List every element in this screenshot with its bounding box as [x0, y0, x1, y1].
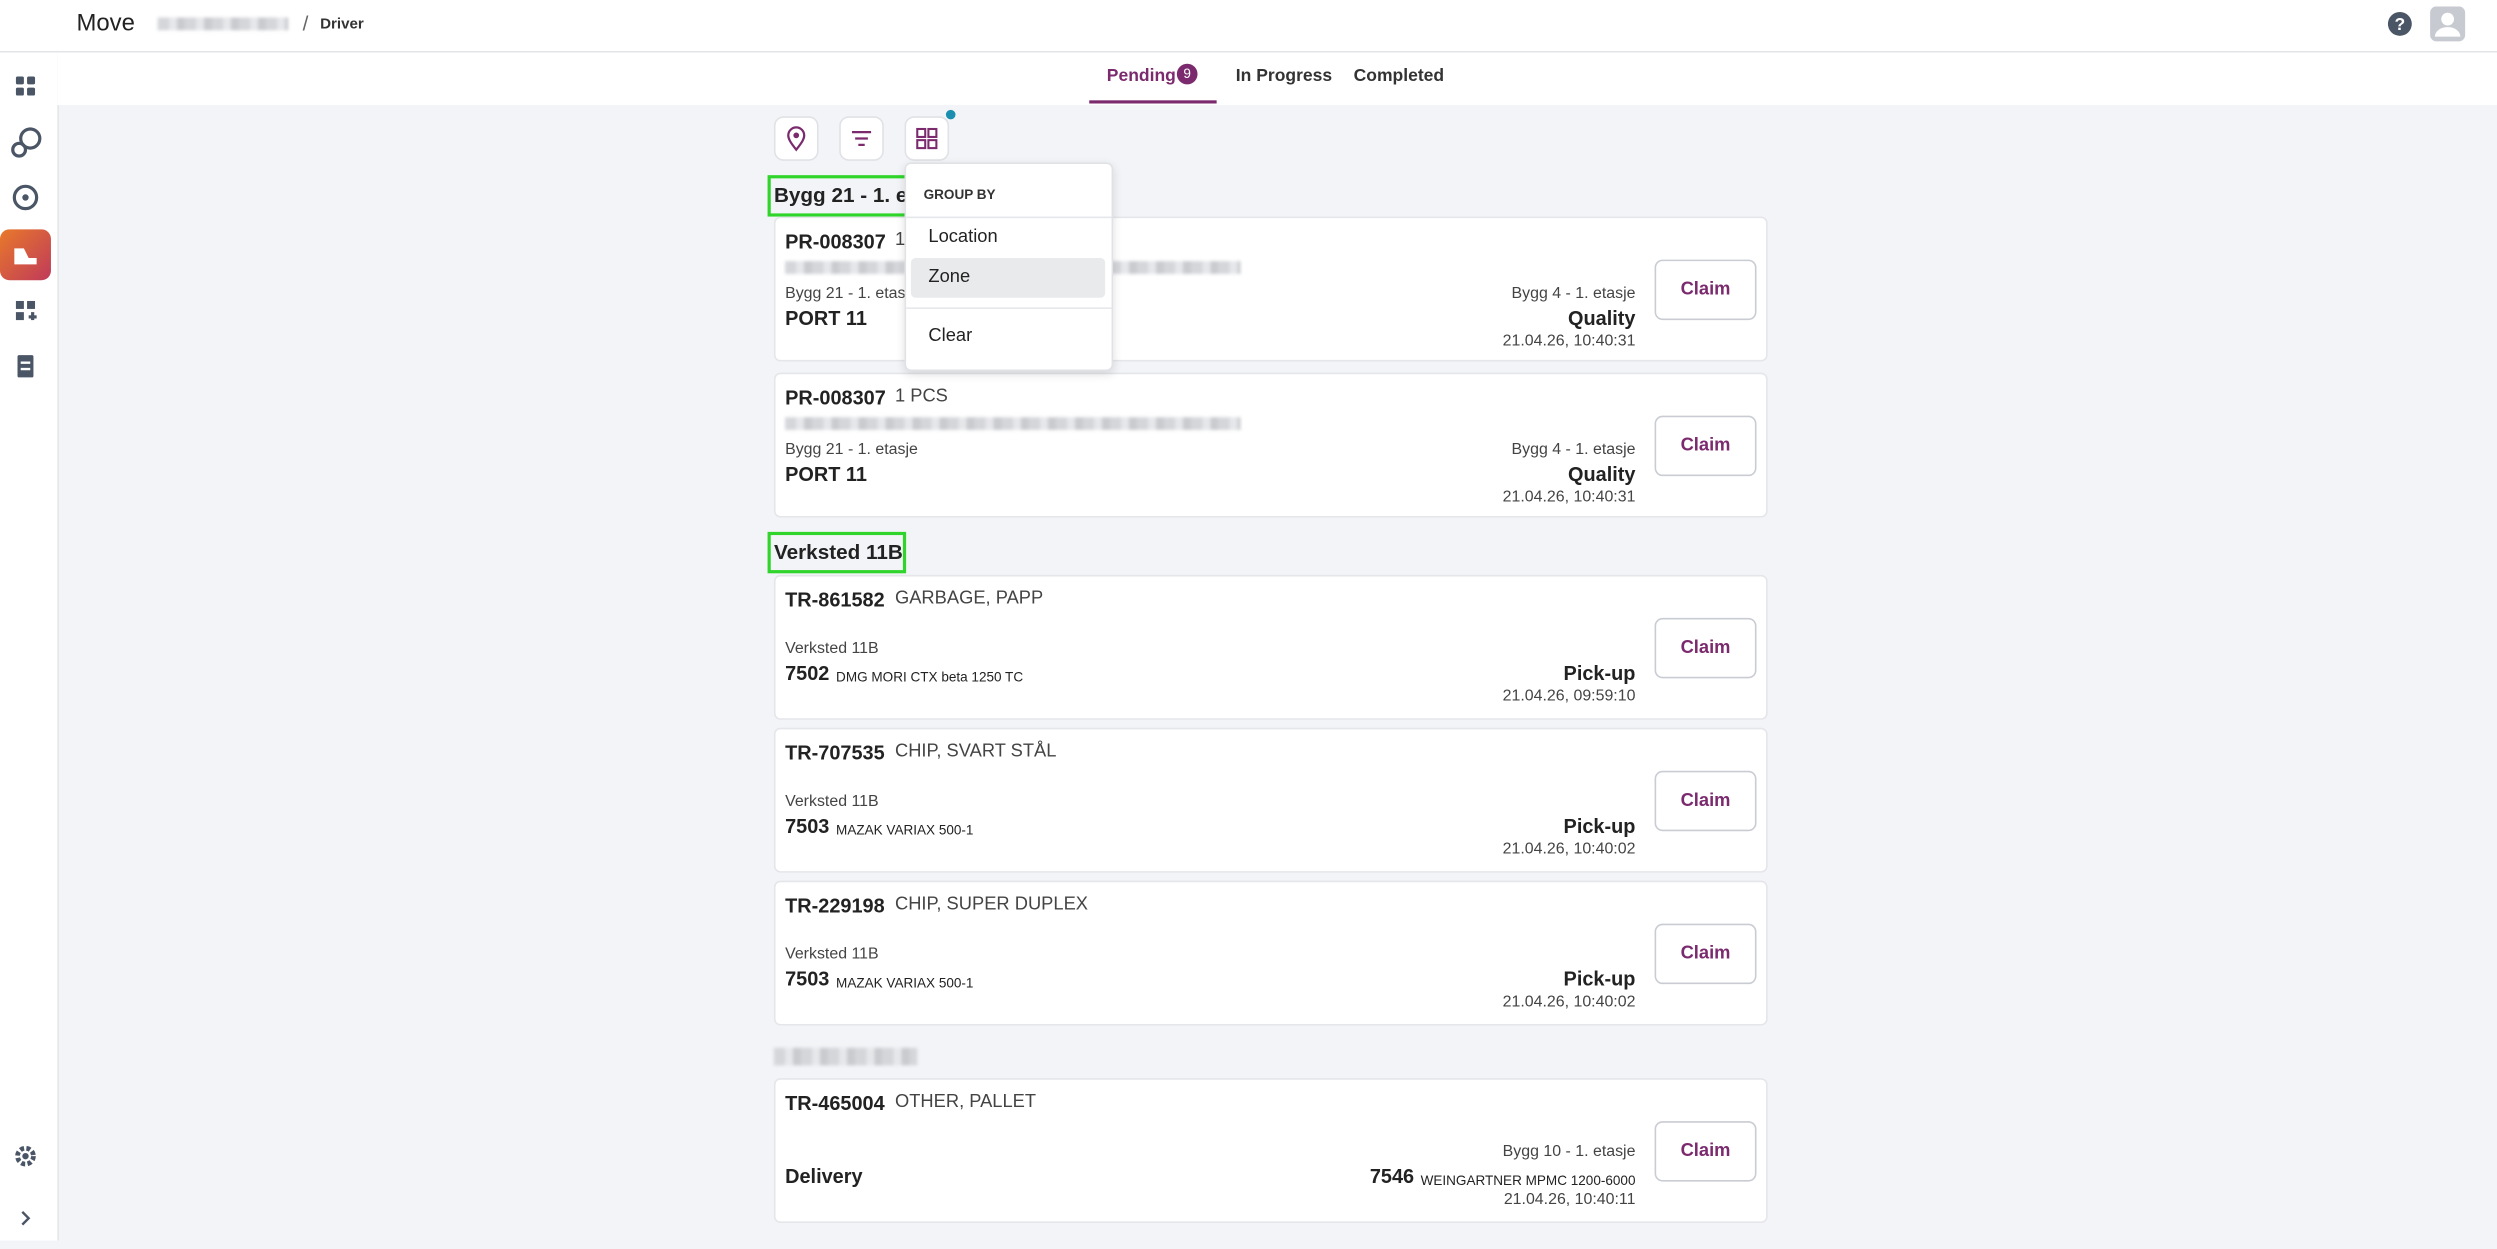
tab-bar [57, 52, 2497, 106]
to-place: Quality [1567, 463, 1636, 486]
timestamp: 21.04.26, 10:40:02 [1502, 840, 1636, 859]
claim-button[interactable]: Claim [1654, 1121, 1757, 1182]
divider [906, 216, 1112, 219]
menu-option[interactable]: Clear [928, 326, 973, 346]
task-type: CHIP, SVART STÅL [894, 742, 1057, 762]
arrow-icon [1199, 1155, 1224, 1171]
task-card[interactable]: TR-707535 CHIP, SVART STÅL Verksted 11B 750… [773, 727, 1768, 873]
to-place: Pick-up [1563, 968, 1636, 991]
location-button[interactable] [773, 116, 819, 161]
task-id: TR-229198 [785, 894, 885, 918]
timestamp: 21.04.26, 10:40:31 [1502, 332, 1636, 351]
task-type: 1 PCS [894, 386, 948, 407]
redacted [157, 17, 289, 31]
arrow-icon [1199, 651, 1224, 667]
from-location: Verksted 11B [785, 793, 879, 811]
from-detail: MAZAK VARIAX 500-1 [836, 974, 974, 991]
warning-icon [1612, 385, 1634, 407]
task-type: CHIP, SUPER DUPLEX [894, 894, 1089, 915]
group-header-redacted [773, 1047, 918, 1066]
claim-button[interactable]: Claim [1654, 415, 1757, 477]
timestamp: 21.04.26, 10:40:02 [1502, 993, 1636, 1012]
from-detail: MAZAK VARIAX 500-1 [836, 821, 974, 838]
tab[interactable]: In Progress [1235, 66, 1333, 86]
from-location: Verksted 11B [785, 640, 879, 658]
timestamp: 21.04.26, 10:40:11 [1503, 1191, 1636, 1209]
task-id: PR-008307 [785, 386, 886, 410]
menu-option[interactable]: Zone [928, 267, 971, 287]
divider [906, 307, 1112, 309]
group-by-menu: GROUP BY Location Zone Clear [904, 162, 1114, 372]
task-type: OTHER, PALLET [894, 1092, 1037, 1112]
to-detail: WEINGARTNER MPMC 1200-6000 [1420, 1172, 1636, 1188]
top-bar [0, 0, 2497, 53]
arrow-icon [1199, 957, 1224, 973]
redacted [785, 417, 1241, 430]
claim-button[interactable]: Claim [1654, 259, 1757, 321]
to-place: 7546 [1369, 1165, 1415, 1188]
task-id: TR-861582 [785, 589, 885, 612]
group-button[interactable] [904, 116, 950, 161]
group-header: Bygg 21 - 1. etasje [767, 175, 913, 217]
to-place: Pick-up [1563, 815, 1636, 838]
group-header: Verksted 11B [767, 531, 907, 574]
from-location: Bygg 21 - 1. etasje [785, 285, 918, 303]
tab-underline [1089, 100, 1217, 104]
task-card[interactable]: TR-861582 GARBAGE, PAPP Verksted 11B 7502 DM… [773, 574, 1768, 720]
tab[interactable]: Pending [1106, 66, 1176, 86]
claim-button[interactable]: Claim [1654, 617, 1757, 679]
menu-highlight [910, 257, 1106, 298]
sidebar [0, 0, 59, 1241]
task-type: GARBAGE, PAPP [894, 589, 1044, 609]
to-place: Pick-up [1563, 662, 1636, 685]
warning-icon [1612, 229, 1634, 251]
breadcrumb-separator: / [302, 11, 309, 36]
menu-title: GROUP BY [923, 186, 996, 203]
arrow-icon [1199, 452, 1224, 468]
timestamp: 21.04.26, 09:59:10 [1502, 687, 1636, 706]
menu-option[interactable]: Location [928, 227, 998, 247]
from-place: PORT 11 [785, 307, 867, 330]
task-card[interactable]: PR-008307 1 PCS Bygg 21 - 1. etasje PORT 11… [773, 372, 1768, 518]
from-place: 7503 [785, 815, 830, 838]
top-icons[interactable]: ? [2382, 6, 2471, 44]
from-place: Delivery [785, 1165, 863, 1188]
claim-button[interactable]: Claim [1654, 770, 1757, 832]
to-location: Bygg 10 - 1. etasje [1502, 1143, 1636, 1161]
from-location: Verksted 11B [785, 945, 879, 964]
tab[interactable]: Completed [1353, 66, 1445, 86]
claim-button[interactable]: Claim [1654, 923, 1757, 985]
task-card[interactable]: TR-465004 OTHER, PALLET Delivery Bygg 10 - … [773, 1078, 1768, 1224]
arrow-icon [1199, 296, 1224, 312]
timestamp: 21.04.26, 10:40:31 [1502, 488, 1636, 507]
tab-badge: 9 [1176, 63, 1198, 85]
arrow-icon [1199, 804, 1224, 820]
task-id: PR-008307 [785, 230, 886, 254]
sidebar-icons [0, 6, 51, 1226]
from-place: 7503 [785, 968, 830, 991]
task-card[interactable]: TR-229198 CHIP, SUPER DUPLEX Verksted 11B 7… [773, 880, 1768, 1026]
to-place: Quality [1567, 307, 1636, 330]
from-location: Bygg 21 - 1. etasje [785, 441, 918, 459]
breadcrumb[interactable]: Driver [320, 15, 364, 34]
app-title: Move [76, 9, 135, 37]
from-detail: DMG MORI CTX beta 1250 TC [836, 668, 1024, 685]
indicator-dot [945, 109, 956, 120]
task-id: TR-465004 [785, 1092, 885, 1115]
to-location: Bygg 4 - 1. etasje [1511, 441, 1636, 459]
from-place: PORT 11 [785, 463, 867, 486]
filter-button[interactable] [839, 116, 884, 161]
svg-text:?: ? [2395, 14, 2406, 34]
from-place: 7502 [785, 662, 830, 685]
to-location: Bygg 4 - 1. etasje [1511, 285, 1636, 303]
task-id: TR-707535 [785, 742, 885, 765]
